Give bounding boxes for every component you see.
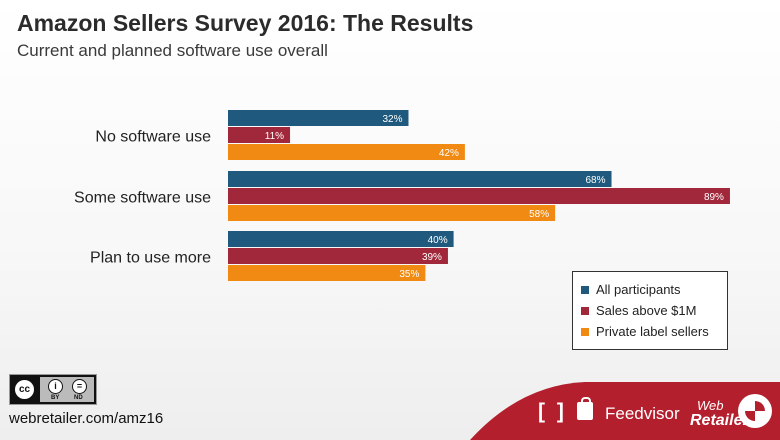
data-label: 42% [439,148,459,159]
data-label: 32% [382,114,402,125]
cc-by-label: BY [51,395,60,401]
legend-item: All participants [573,279,727,300]
category-label: No software use [95,129,211,146]
cc-nd-label: ND [74,395,83,401]
bar [228,231,454,247]
data-label: 40% [428,235,448,246]
legend: All participants Sales above $1M Private… [572,271,728,350]
category-label: Plan to use more [90,250,211,267]
cc-icon: cc [13,378,36,401]
cc-terms: i BY = ND [40,377,94,402]
data-label: 58% [529,209,549,220]
data-label: 89% [704,192,724,203]
shopping-bag-icon [577,397,593,420]
bar [228,248,448,264]
bar-chart: No software use 32% 11% 42% Some software us… [74,110,730,281]
legend-swatch [581,327,589,336]
legend-label: Sales above $1M [596,303,697,318]
bar [228,144,465,160]
data-label: 11% [265,131,284,142]
feedvisor-logo[interactable]: Feedvisor [605,404,680,423]
legend-item: Private label sellers [573,321,727,342]
creative-commons-badge[interactable]: cc i BY = ND [9,374,97,405]
data-label: 68% [586,175,606,186]
webretailer-logo-retailer[interactable]: Retailer [690,412,749,429]
chart-title: Amazon Sellers Survey 2016: The Results [17,10,474,36]
no-derivatives-icon: = [72,379,87,394]
data-label: 39% [422,252,442,263]
bar [228,188,730,204]
attribution-icon: i [48,379,63,394]
legend-item: Sales above $1M [573,300,727,321]
bar [228,110,409,126]
legend-swatch [581,306,589,315]
bar [228,127,291,143]
webretailer-ball-icon [738,394,772,428]
bar [228,171,612,187]
feedvisor-logo-icon: [ ] [538,400,567,423]
source-url[interactable]: webretailer.com/amz16 [9,410,164,427]
chart-subtitle: Current and planned software use overall [17,41,328,60]
legend-label: Private label sellers [596,324,709,339]
category-label: Some software use [74,190,211,207]
legend-label: All participants [596,282,681,297]
legend-swatch [581,285,589,294]
webretailer-logo-web: Web [697,398,724,413]
bar [228,265,426,281]
bar [228,205,556,221]
data-label: 35% [399,269,419,280]
